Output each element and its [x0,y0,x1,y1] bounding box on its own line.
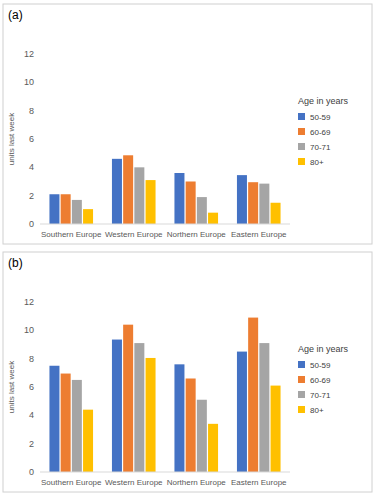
tick-mark [37,195,40,196]
bar [83,209,93,224]
tick-mark [37,387,40,388]
tick-mark [37,224,40,225]
bar [259,184,269,224]
bar [237,352,247,472]
legend-label: 70-71 [310,391,331,400]
tick-mark [37,110,40,111]
figure: (a) 0 2 4 6 8 10 12 units last week Southern Euro… [0,0,376,500]
tick-mark [37,415,40,416]
legend-swatch [298,391,305,398]
legend-label: 80+ [310,158,324,167]
legend-swatch [298,158,305,165]
bar [123,155,133,224]
legend-swatch [298,376,305,383]
x-axis-line [40,224,290,225]
bars [49,318,280,472]
bar [146,180,156,224]
legend-label: 70-71 [310,143,331,152]
bar [49,366,59,472]
tick-mark [37,443,40,444]
panel-title: (a) [8,8,23,22]
x-tick-label: Eastern Europe [231,478,287,487]
y-tick-label: 6 [29,382,34,392]
bars [49,155,280,224]
bar [83,410,93,472]
tick-mark [37,472,40,473]
y-tick-label: 12 [24,49,34,59]
legend-swatch [298,113,305,120]
x-tick-label: Southern Europe [41,478,102,487]
panel-frame [3,252,372,492]
bar [271,386,281,472]
tick-mark [37,167,40,168]
bar [174,364,184,472]
bar [72,200,82,224]
y-tick-label: 0 [29,467,34,477]
tick-mark [37,330,40,331]
bar [197,400,207,472]
bar [61,374,71,472]
bar [271,203,281,224]
tick-mark [37,54,40,55]
bar [208,424,218,472]
bar [237,175,247,224]
tick-mark [37,302,40,303]
legend-label: 60-69 [310,376,331,385]
y-tick-label: 10 [24,325,34,335]
legend-label: 80+ [310,406,324,415]
legend-swatch [298,143,305,150]
legend-swatch [298,361,305,368]
tick-mark [37,82,40,83]
bar [174,173,184,224]
y-tick-label: 2 [29,191,34,201]
legend-label: 50-59 [310,113,331,122]
legend-title: Age in years [298,96,349,106]
x-tick-label: Western Europe [105,230,163,239]
y-tick-label: 2 [29,439,34,449]
bar [112,159,122,224]
bar [134,167,144,224]
bar [186,379,196,473]
legend-title: Age in years [298,344,349,354]
tick-mark [37,358,40,359]
bar [248,318,258,472]
y-tick-label: 12 [24,297,34,307]
x-tick-label: Northern Europe [167,478,227,487]
y-tick-label: 8 [29,354,34,364]
x-tick-label: Western Europe [105,478,163,487]
x-tick-label: Northern Europe [167,230,227,239]
bar [112,340,122,472]
tick-mark [37,139,40,140]
bar [134,343,144,472]
bar [61,194,71,224]
bar [197,197,207,224]
legend-swatch [298,406,305,413]
y-axis-label: units last week [7,360,16,413]
y-tick-label: 0 [29,219,34,229]
bar [186,182,196,225]
bar [248,182,258,224]
legend-label: 50-59 [310,361,331,370]
legend-swatch [298,128,305,135]
panel-frame [3,4,372,244]
y-tick-label: 4 [29,410,34,420]
y-tick-label: 4 [29,162,34,172]
bar [72,380,82,472]
x-tick-label: Southern Europe [41,230,102,239]
y-tick-label: 6 [29,134,34,144]
bar [49,194,59,224]
y-axis-label: units last week [7,112,16,165]
bar [123,325,133,472]
x-tick-label: Eastern Europe [231,230,287,239]
y-tick-label: 8 [29,106,34,116]
bar [208,213,218,224]
bar [146,358,156,472]
bar [259,343,269,472]
x-axis-line [40,472,290,473]
y-tick-label: 10 [24,77,34,87]
legend-label: 60-69 [310,128,331,137]
panel-title: (b) [8,256,23,270]
